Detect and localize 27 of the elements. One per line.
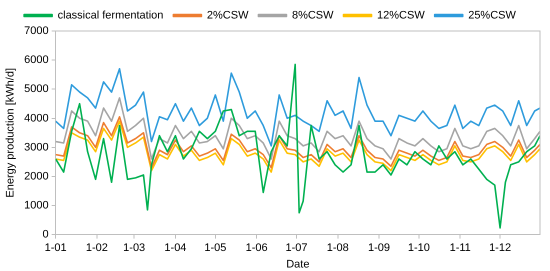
x-tick-label: 1-01 [44,242,67,254]
legend-label: 25%CSW [468,10,516,22]
y-tick-label: 1000 [24,200,49,212]
legend-label: 8%CSW [292,10,334,22]
y-tick-label: 2000 [24,170,49,182]
y-tick-label: 0 [42,228,49,241]
y-tick-label: 7000 [24,25,49,38]
x-tick-label: 1-05 [204,242,226,254]
legend-label: classical fermentation [58,10,164,22]
y-axis-title: Energy production [kWh/d] [4,68,17,198]
legend-label: 12%CSW [377,10,426,22]
y-tick-label: 3000 [24,141,49,154]
x-tick-label: 1-03 [123,242,146,254]
x-tick-label: 1-07 [285,242,308,254]
x-tick-label: 1-11 [450,242,471,254]
y-tick-label: 5000 [24,83,49,96]
x-tick-label: 1-10 [408,242,430,254]
x-tick-label: 1-04 [164,242,186,254]
x-tick-label: 1-08 [326,242,349,254]
x-tick-label: 1-02 [86,242,108,254]
x-axis-title: Date [286,258,310,270]
x-tick-label: 1-09 [368,242,390,254]
legend-label: 2%CSW [206,10,250,22]
y-tick-label: 6000 [24,54,49,66]
x-tick-label: 1-06 [246,242,268,254]
y-tick-label: 4000 [24,112,49,124]
x-tick-label: 1-12 [489,242,512,254]
